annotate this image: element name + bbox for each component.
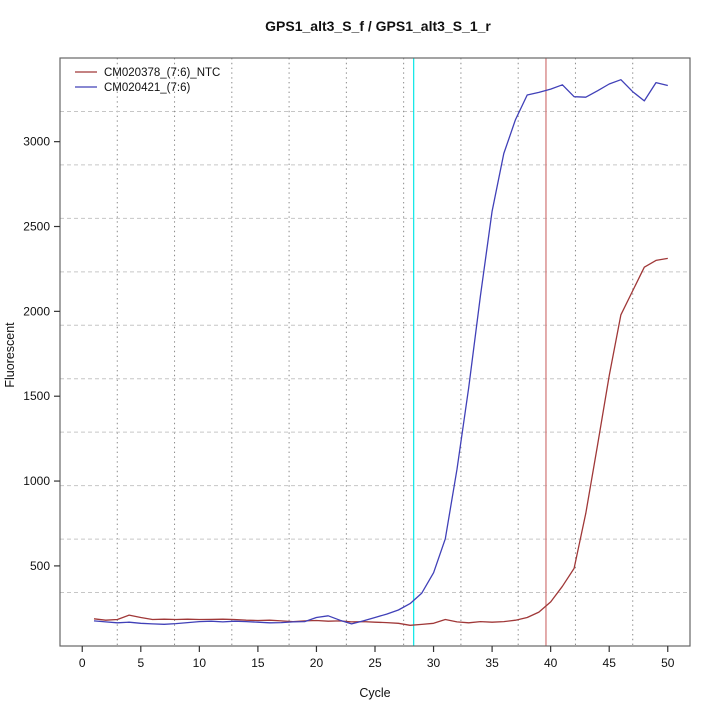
x-tick-label: 5 xyxy=(137,656,144,670)
y-tick-label: 2000 xyxy=(23,304,50,318)
x-tick-label: 25 xyxy=(368,656,382,670)
y-tick-label: 2500 xyxy=(23,220,50,234)
x-tick-label: 0 xyxy=(79,656,86,670)
axis-ticks-layer: 0 5 10 15 20 25 30 35 40 45 50 500 1000 1500 2000 2500 3… xyxy=(23,135,674,670)
x-tick-label: 20 xyxy=(310,656,324,670)
x-tick-label: 50 xyxy=(661,656,675,670)
y-axis-label: Fluorescent xyxy=(3,322,17,388)
x-tick-label: 10 xyxy=(193,656,207,670)
x-tick-label: 40 xyxy=(544,656,558,670)
chart-title: GPS1_alt3_S_f / GPS1_alt3_S_1_r xyxy=(265,18,491,34)
series-line-ntc xyxy=(93,257,668,626)
threshold-lines-layer xyxy=(412,58,547,646)
x-tick-label: 15 xyxy=(251,656,265,670)
legend-label: CM020421_(7:6) xyxy=(104,82,190,94)
series-layer xyxy=(93,79,668,626)
grid-layer xyxy=(60,58,690,646)
y-tick-label: 1000 xyxy=(23,474,50,488)
x-axis-label: Cycle xyxy=(359,686,390,700)
y-tick-label: 1500 xyxy=(23,389,50,403)
plot-frame-layer xyxy=(59,57,691,647)
x-tick-label: 45 xyxy=(603,656,617,670)
x-tick-label: 30 xyxy=(427,656,441,670)
legend: CM020378_(7:6)_NTC CM020421_(7:6) xyxy=(75,67,220,94)
plot-box xyxy=(59,57,691,647)
x-tick-label: 35 xyxy=(485,656,499,670)
y-tick-label: 500 xyxy=(30,559,50,573)
series-line-sample xyxy=(93,79,668,625)
legend-label: CM020378_(7:6)_NTC xyxy=(104,67,220,79)
y-tick-label: 3000 xyxy=(23,135,50,149)
